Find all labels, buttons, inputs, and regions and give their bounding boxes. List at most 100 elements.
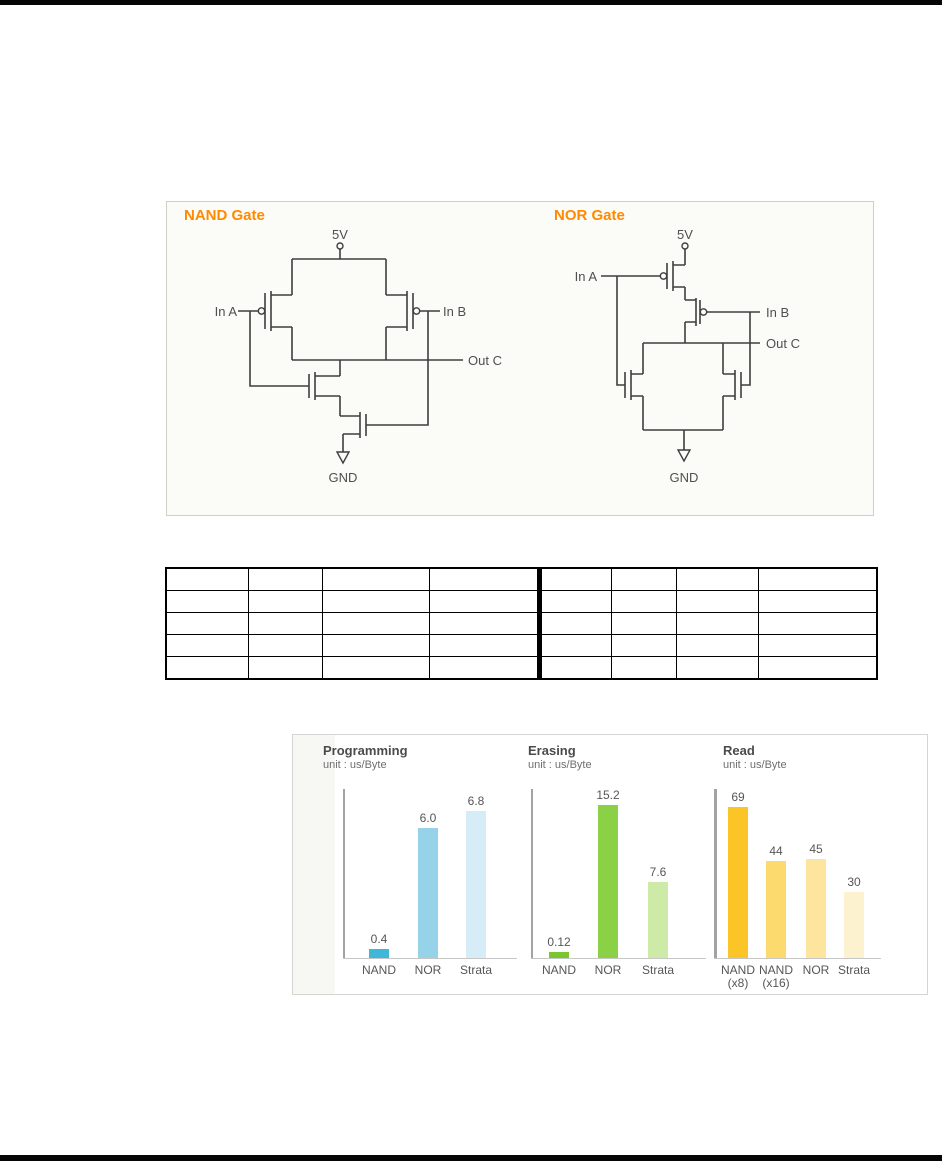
table-cell — [428, 612, 540, 635]
table-cell — [536, 567, 612, 591]
comparison-table-body — [165, 567, 878, 680]
bar — [844, 892, 864, 958]
bar — [369, 949, 389, 958]
cmos-circuit-diagram: 5V In A In B Out C GND — [215, 227, 800, 485]
x-axis — [343, 958, 517, 959]
bar-category-label: Strata — [459, 963, 492, 977]
table-cell — [675, 590, 759, 613]
bar — [806, 859, 826, 958]
table-cell — [675, 567, 759, 591]
table-cell — [536, 590, 612, 613]
table-cell — [165, 656, 249, 680]
nand-gate-schematic: 5V In A In B Out C GND — [215, 227, 502, 485]
gnd-symbol — [676, 449, 692, 463]
table-cell — [165, 590, 249, 613]
chart-title: Erasing — [528, 743, 576, 758]
y-axis — [531, 789, 533, 958]
table-cell — [536, 656, 612, 680]
bar — [648, 882, 668, 958]
bar-value-label: 45 — [809, 842, 823, 856]
bar — [766, 861, 786, 958]
chart-title: Read — [723, 743, 755, 758]
table-cell — [536, 612, 612, 635]
table-cell — [757, 656, 878, 680]
table-cell — [247, 567, 323, 591]
table-cell — [675, 612, 759, 635]
panel-left-strip — [293, 735, 335, 994]
nor-in-b-label: In B — [766, 305, 789, 320]
bar-value-label: 69 — [731, 790, 745, 804]
bar-value-label: 0.12 — [547, 935, 571, 949]
chart-subtitle: unit : us/Byte — [323, 759, 387, 771]
bar-value-label: 6.8 — [467, 794, 485, 808]
table-cell — [247, 612, 323, 635]
pmos-bubble — [412, 307, 421, 315]
bar — [418, 828, 438, 958]
x-axis — [714, 958, 881, 959]
table-cell — [247, 634, 323, 657]
table-cell — [610, 612, 677, 635]
table-cell — [165, 634, 249, 657]
nand-in-a-label: In A — [215, 304, 238, 319]
chart-subtitle: unit : us/Byte — [723, 759, 787, 771]
table-cell — [321, 634, 430, 657]
table-row — [165, 590, 878, 613]
table-cell — [321, 567, 430, 591]
table-row — [165, 634, 878, 657]
nor-in-a-label: In A — [575, 269, 598, 284]
table-cell — [536, 634, 612, 657]
page-top-rule — [0, 0, 942, 5]
bar-value-label: 15.2 — [596, 788, 620, 802]
table-row — [165, 567, 878, 591]
bar-category-label: Strata — [837, 963, 870, 977]
table-cell — [321, 590, 430, 613]
bar — [466, 811, 486, 958]
table-cell — [610, 656, 677, 680]
table-row — [165, 656, 878, 680]
table-cell — [321, 612, 430, 635]
bar-category-label: NAND (x16) — [758, 963, 793, 990]
bar-category-label: NAND — [541, 963, 576, 977]
bar-value-label: 7.6 — [649, 865, 667, 879]
table-cell — [165, 612, 249, 635]
table-cell — [321, 656, 430, 680]
table-cell — [610, 590, 677, 613]
chart-title: Programming — [323, 743, 408, 758]
bar-value-label: 0.4 — [370, 932, 388, 946]
y-axis — [714, 789, 717, 958]
bar-value-label: 44 — [769, 844, 783, 858]
gnd-symbol — [335, 451, 351, 465]
table-cell — [675, 656, 759, 680]
nor-vdd-label: 5V — [677, 227, 693, 242]
table-cell — [247, 590, 323, 613]
table-cell — [757, 634, 878, 657]
bar-category-label: NOR — [414, 963, 442, 977]
table-cell — [428, 567, 540, 591]
gate-schematics-figure: NAND Gate NOR Gate 5V — [166, 201, 874, 516]
vdd-node — [336, 242, 344, 250]
table-cell — [757, 567, 878, 591]
nor-gate-title: NOR Gate — [554, 207, 625, 224]
chart-subtitle: unit : us/Byte — [528, 759, 592, 771]
vdd-node — [681, 242, 689, 250]
bar-category-label: NAND (x8) — [720, 963, 755, 990]
y-axis — [343, 789, 345, 958]
comparison-table — [165, 567, 878, 680]
table-cell — [610, 634, 677, 657]
nand-out-label: Out C — [468, 353, 502, 368]
table-cell — [165, 567, 249, 591]
nor-out-label: Out C — [766, 336, 800, 351]
bar-category-label: NAND — [361, 963, 396, 977]
nand-in-b-label: In B — [443, 304, 466, 319]
pmos-bubble — [659, 272, 668, 280]
bar — [549, 952, 569, 958]
table-cell — [757, 612, 878, 635]
chart-panel: Programming unit : us/Byte 0.4 NAND 6.0 NOR 6.… — [292, 734, 928, 995]
bar — [598, 805, 618, 958]
table-cell — [247, 656, 323, 680]
page-bottom-rule — [0, 1155, 942, 1161]
table-cell — [428, 590, 540, 613]
pmos-bubble — [257, 307, 266, 315]
nand-gnd-label: GND — [329, 470, 358, 485]
